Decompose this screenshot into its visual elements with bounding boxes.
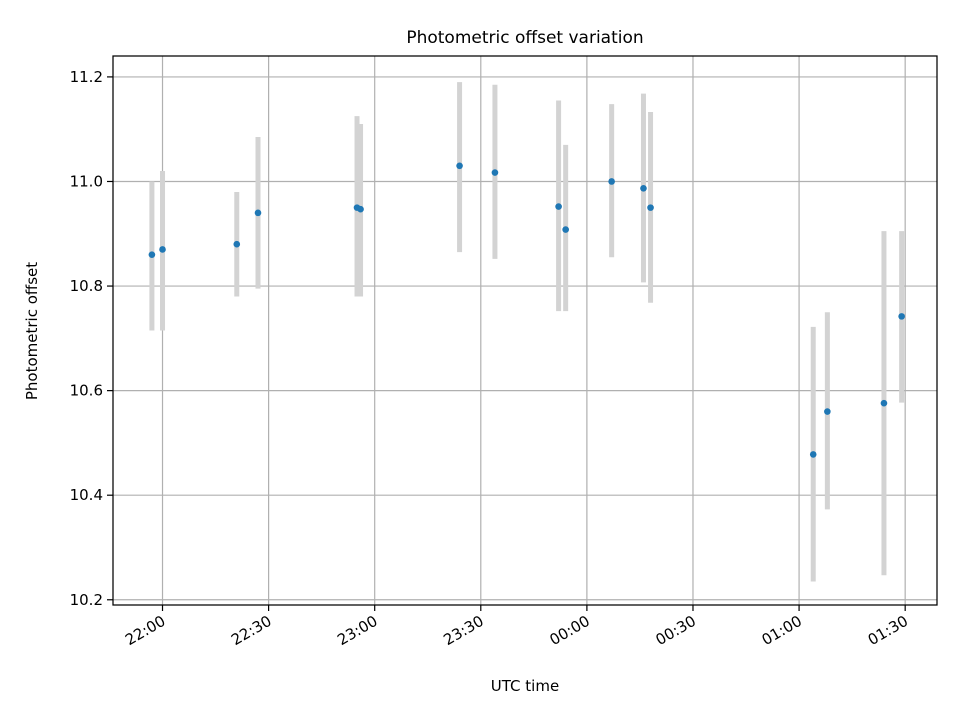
data-point xyxy=(898,313,905,320)
data-point xyxy=(456,162,463,170)
data-point xyxy=(233,240,241,248)
data-point xyxy=(608,178,615,185)
y-tick-label: 11.0 xyxy=(70,172,103,190)
data-point xyxy=(555,203,562,210)
y-axis-label: Photometric offset xyxy=(23,262,41,400)
data-point xyxy=(640,184,647,192)
y-tick-label: 10.2 xyxy=(70,591,103,609)
plot-frame xyxy=(112,55,938,606)
y-tick-label: 10.6 xyxy=(70,382,103,400)
data-point xyxy=(357,205,364,213)
x-axis-label: UTC time xyxy=(491,677,559,695)
data-point xyxy=(148,251,156,258)
data-point xyxy=(647,204,654,211)
y-tick-label: 11.2 xyxy=(70,68,103,86)
data-point xyxy=(562,226,569,233)
data-point xyxy=(254,209,262,217)
data-point xyxy=(880,399,888,407)
grid-lines xyxy=(113,56,937,605)
y-axis-ticks: 10.2 10.4 10.6 10.8 11.0 11.2 xyxy=(70,68,113,609)
data-point xyxy=(809,451,817,458)
chart-title: Photometric offset variation xyxy=(406,28,643,48)
data-points xyxy=(148,162,905,458)
data-point xyxy=(491,169,499,176)
data-point xyxy=(159,246,166,253)
y-tick-label: 10.8 xyxy=(70,277,103,295)
y-tick-label: 10.4 xyxy=(70,486,103,504)
data-point xyxy=(824,408,831,415)
